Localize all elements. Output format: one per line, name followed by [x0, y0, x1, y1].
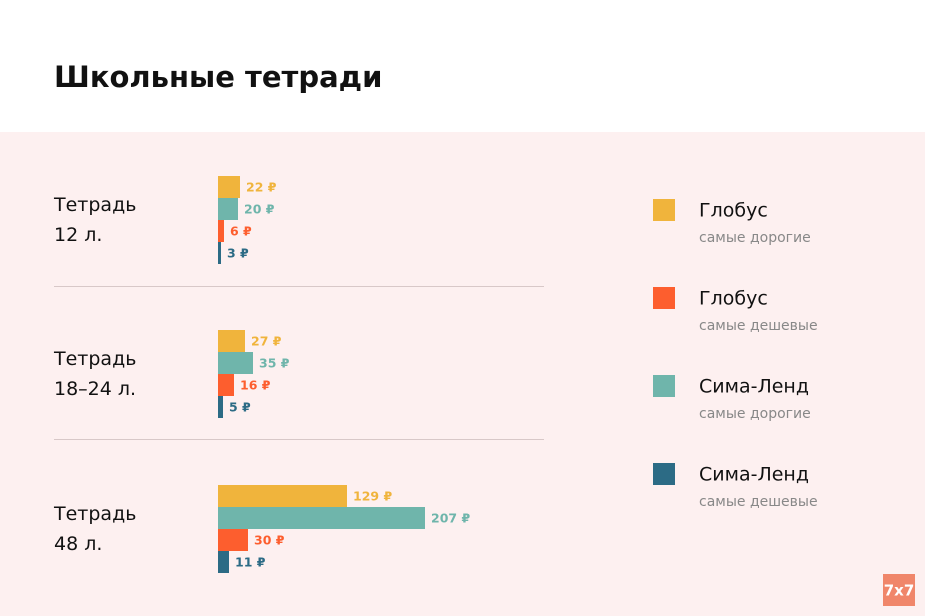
logo: 7x7 — [884, 582, 915, 600]
legend-label: Сима-Ленд — [699, 464, 809, 486]
legend-sublabel: самые дешевые — [699, 318, 818, 334]
category-label: Тетрадь 12 л. — [54, 194, 137, 246]
value-label: 30 ₽ — [254, 533, 285, 548]
bar — [218, 330, 245, 352]
legend-sublabel: самые дешевые — [699, 494, 818, 510]
legend-swatch — [653, 199, 675, 221]
value-label: 129 ₽ — [353, 489, 392, 504]
bar — [218, 529, 248, 551]
value-label: 20 ₽ — [244, 202, 275, 217]
bar — [218, 176, 240, 198]
value-label: 11 ₽ — [235, 555, 266, 570]
category-label: Тетрадь 48 л. — [54, 503, 137, 555]
legend-sublabel: самые дорогие — [699, 406, 811, 422]
value-label: 22 ₽ — [246, 180, 277, 195]
legend-swatch — [653, 463, 675, 485]
legend-swatch — [653, 375, 675, 397]
bar — [218, 507, 425, 529]
bar — [218, 374, 234, 396]
legend-label: Глобус — [699, 200, 768, 222]
value-label: 16 ₽ — [240, 378, 271, 393]
legend-sublabel: самые дорогие — [699, 230, 811, 246]
background — [0, 132, 925, 616]
bar — [218, 220, 224, 242]
value-label: 6 ₽ — [230, 224, 252, 239]
value-label: 3 ₽ — [227, 246, 249, 261]
bar — [218, 396, 223, 418]
legend-label: Глобус — [699, 288, 768, 310]
legend-label: Сима-Ленд — [699, 376, 809, 398]
chart-title: Школьные тетради — [54, 60, 382, 94]
value-label: 5 ₽ — [229, 400, 251, 415]
value-label: 35 ₽ — [259, 356, 290, 371]
bar — [218, 352, 253, 374]
value-label: 207 ₽ — [431, 511, 470, 526]
value-label: 27 ₽ — [251, 334, 282, 349]
bar — [218, 485, 347, 507]
bar — [218, 242, 221, 264]
bar — [218, 198, 238, 220]
logo-box — [883, 574, 915, 606]
legend-swatch — [653, 287, 675, 309]
bar — [218, 551, 229, 573]
category-label: Тетрадь 18–24 л. — [54, 348, 137, 400]
